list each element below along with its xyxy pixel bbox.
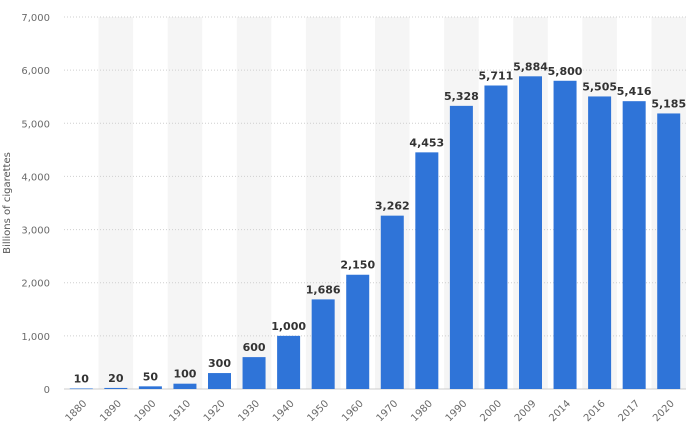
value-label: 5,328 bbox=[444, 90, 479, 103]
x-tick-label: 1990 bbox=[444, 398, 470, 424]
y-tick-label: 6,000 bbox=[21, 66, 50, 77]
x-tick-label: 1900 bbox=[133, 398, 159, 424]
x-tick-label: 1960 bbox=[340, 398, 366, 424]
x-tick-label: 1970 bbox=[375, 398, 401, 424]
bar bbox=[242, 357, 266, 389]
value-label: 5,185 bbox=[651, 97, 686, 110]
y-axis-ticks: 0 1,000 2,000 3,000 4,000 5,000 6,000 7,000 bbox=[21, 13, 50, 396]
x-tick-label: 2000 bbox=[478, 398, 504, 424]
x-tick-label: 2014 bbox=[547, 398, 573, 424]
bar bbox=[277, 335, 301, 389]
x-tick-label: 2016 bbox=[582, 398, 608, 424]
value-label: 5,800 bbox=[548, 65, 583, 78]
value-label: 5,884 bbox=[513, 60, 548, 73]
value-labels: 10 20 50 100 300 600 1,000 1,686 2,150 3,262 4,453… bbox=[74, 60, 686, 385]
bar bbox=[380, 215, 404, 389]
x-tick-label: 1880 bbox=[64, 398, 90, 424]
column-band bbox=[236, 17, 272, 389]
bar bbox=[311, 299, 335, 389]
x-tick-label: 2017 bbox=[617, 398, 643, 424]
y-tick-label: 3,000 bbox=[21, 226, 50, 237]
x-tick-label: 1890 bbox=[98, 398, 124, 424]
x-tick-label: 1950 bbox=[306, 398, 332, 424]
y-tick-label: 4,000 bbox=[21, 172, 50, 183]
bars bbox=[69, 76, 681, 390]
x-tick-label: 1980 bbox=[409, 398, 435, 424]
bar bbox=[657, 113, 681, 389]
bar bbox=[622, 101, 646, 389]
bar bbox=[69, 388, 93, 390]
value-label: 50 bbox=[143, 370, 159, 383]
value-label: 20 bbox=[108, 372, 124, 385]
bar bbox=[484, 85, 508, 389]
column-band bbox=[98, 17, 134, 389]
y-tick-label: 2,000 bbox=[21, 279, 50, 290]
y-tick-label: 1,000 bbox=[21, 332, 50, 343]
value-label: 5,505 bbox=[582, 80, 617, 93]
bar bbox=[104, 387, 128, 389]
x-tick-label: 1930 bbox=[236, 398, 262, 424]
value-label: 2,150 bbox=[340, 259, 375, 272]
bar bbox=[519, 76, 542, 389]
x-axis-ticks: 1880 1890 1900 1910 1920 1930 1940 1950 1960 1970… bbox=[64, 398, 677, 424]
value-label: 100 bbox=[173, 368, 196, 381]
bar bbox=[553, 80, 577, 390]
value-label: 5,711 bbox=[479, 70, 514, 83]
x-tick-label: 2020 bbox=[651, 398, 677, 424]
bar bbox=[346, 274, 370, 389]
value-label: 300 bbox=[208, 357, 231, 370]
x-tick-label: 1910 bbox=[167, 398, 193, 424]
grid-lines bbox=[64, 16, 686, 390]
bar bbox=[588, 96, 612, 389]
y-axis-label: Billions of cigarettes bbox=[2, 152, 13, 254]
bar bbox=[138, 386, 162, 389]
bar bbox=[449, 105, 473, 389]
value-label: 1,686 bbox=[306, 283, 341, 296]
y-tick-label: 5,000 bbox=[21, 119, 50, 130]
value-label: 10 bbox=[74, 372, 90, 385]
value-label: 4,453 bbox=[409, 136, 444, 149]
bar bbox=[208, 373, 231, 389]
value-label: 600 bbox=[243, 341, 266, 354]
y-tick-label: 0 bbox=[44, 385, 50, 396]
column-band bbox=[167, 17, 203, 389]
bar bbox=[173, 383, 197, 389]
x-tick-label: 2009 bbox=[513, 398, 539, 424]
value-label: 5,416 bbox=[617, 85, 652, 98]
x-tick-label: 1920 bbox=[202, 398, 228, 424]
value-label: 1,000 bbox=[271, 320, 306, 333]
bar bbox=[415, 152, 439, 389]
x-tick-label: 1940 bbox=[271, 398, 297, 424]
y-tick-label: 7,000 bbox=[21, 13, 50, 24]
value-label: 3,262 bbox=[375, 200, 410, 213]
